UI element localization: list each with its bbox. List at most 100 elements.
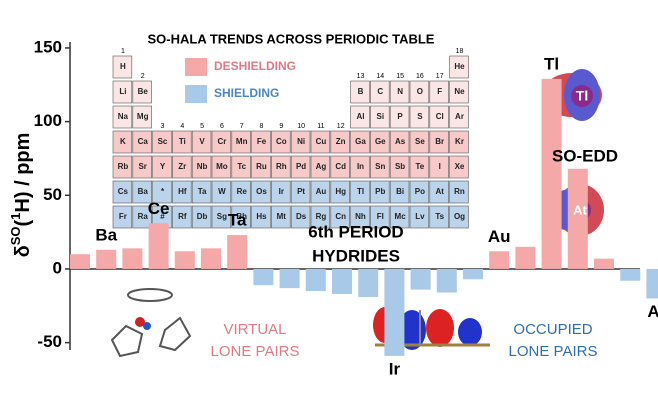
element-cell [449,130,469,154]
element-cell [191,205,212,229]
element-symbol: Pd [296,162,306,171]
y-axis-label: δSO(1H) / ppm [8,133,34,258]
element-cell [449,80,469,104]
element-cell [132,205,152,229]
element-symbol: Ge [375,137,386,146]
element-symbol: * [161,187,165,196]
bar [567,168,588,269]
element-symbol: B [358,87,364,96]
element-cell [429,155,449,179]
element-symbol: Ni [297,137,305,146]
bar [96,249,117,269]
y-label-part: δ [12,245,34,257]
y-label-part: ( [12,219,34,226]
legend-swatch [185,85,207,103]
y-label-part: SO [8,226,23,245]
element-symbol: Bi [396,187,404,196]
edd-annotation: SO-EDD [552,146,618,165]
element-cell [330,155,350,179]
bar [358,268,379,297]
element-symbol: Br [435,137,444,146]
y-tick-label: -50 [37,332,62,351]
bar [332,268,352,295]
element-symbol: P [397,112,403,121]
element-symbol: Li [119,87,126,96]
legend-label: SHIELDING [214,86,279,100]
element-cell [429,105,449,129]
element-symbol: Tl [357,187,364,196]
group-number: 13 [357,73,365,80]
element-symbol: Ne [454,87,465,96]
group-number: 3 [161,123,165,130]
element-cell [350,155,370,179]
element-symbol: Rb [118,162,129,171]
element-symbol: N [397,87,403,96]
element-cell [389,80,410,104]
element-symbol: Zn [336,137,346,146]
group-number: 12 [337,123,345,130]
element-symbol: Ts [435,212,444,221]
element-symbol: Mn [236,137,248,146]
element-cell [251,130,271,154]
element-cell [112,205,133,229]
element-symbol: Hg [335,187,346,196]
element-symbol: At [435,187,444,196]
element-symbol: Xe [455,162,465,171]
element-symbol: He [454,62,465,71]
orbital-label: At [573,202,587,217]
y-tick-label: 150 [34,37,62,56]
element-symbol: Fr [119,212,127,221]
y-tick-label: 50 [43,185,62,204]
group-number: 18 [456,48,464,55]
element-cell [271,205,291,229]
element-symbol: Ds [296,212,307,221]
group-number: 8 [260,123,264,130]
element-cell [172,180,192,204]
group-number: 9 [279,123,283,130]
element-cell [271,130,291,154]
element-cell [112,180,133,204]
bar [201,248,221,269]
element-cell [172,205,192,229]
element-symbol: Na [118,112,129,121]
bar-label: Ce [148,199,170,218]
bar [253,268,274,286]
element-cell [350,80,370,104]
element-cell [409,180,430,204]
bar [620,268,641,281]
element-cell [330,180,350,204]
element-symbol: Sc [158,137,168,146]
element-symbol: Sg [217,212,227,221]
group-number: 2 [141,73,145,80]
element-symbol: Au [316,187,327,196]
element-cell [191,155,212,179]
bar-label: Ir [389,359,401,378]
element-cell [132,130,152,154]
element-cell [231,130,251,154]
element-cell [112,55,133,79]
element-cell [231,155,251,179]
group-number: 7 [240,123,244,130]
element-symbol: W [218,187,226,196]
group-number: 15 [396,73,404,80]
element-symbol: Co [276,137,287,146]
element-cell [231,180,251,204]
element-cell [271,180,291,204]
element-symbol: Db [197,212,208,221]
group-number: 16 [416,73,424,80]
bar [227,235,248,269]
element-cell [370,130,390,154]
element-symbol: Mc [395,212,407,221]
element-symbol: Ag [316,162,327,171]
bar [515,246,536,269]
element-cell [409,205,430,229]
element-symbol: Be [138,87,149,96]
element-cell [409,80,430,104]
element-symbol: Ru [256,162,267,171]
element-cell [429,130,449,154]
element-symbol: Lv [415,212,425,221]
element-symbol: Fl [377,212,384,221]
element-cell [350,130,370,154]
element-cell [449,55,469,79]
